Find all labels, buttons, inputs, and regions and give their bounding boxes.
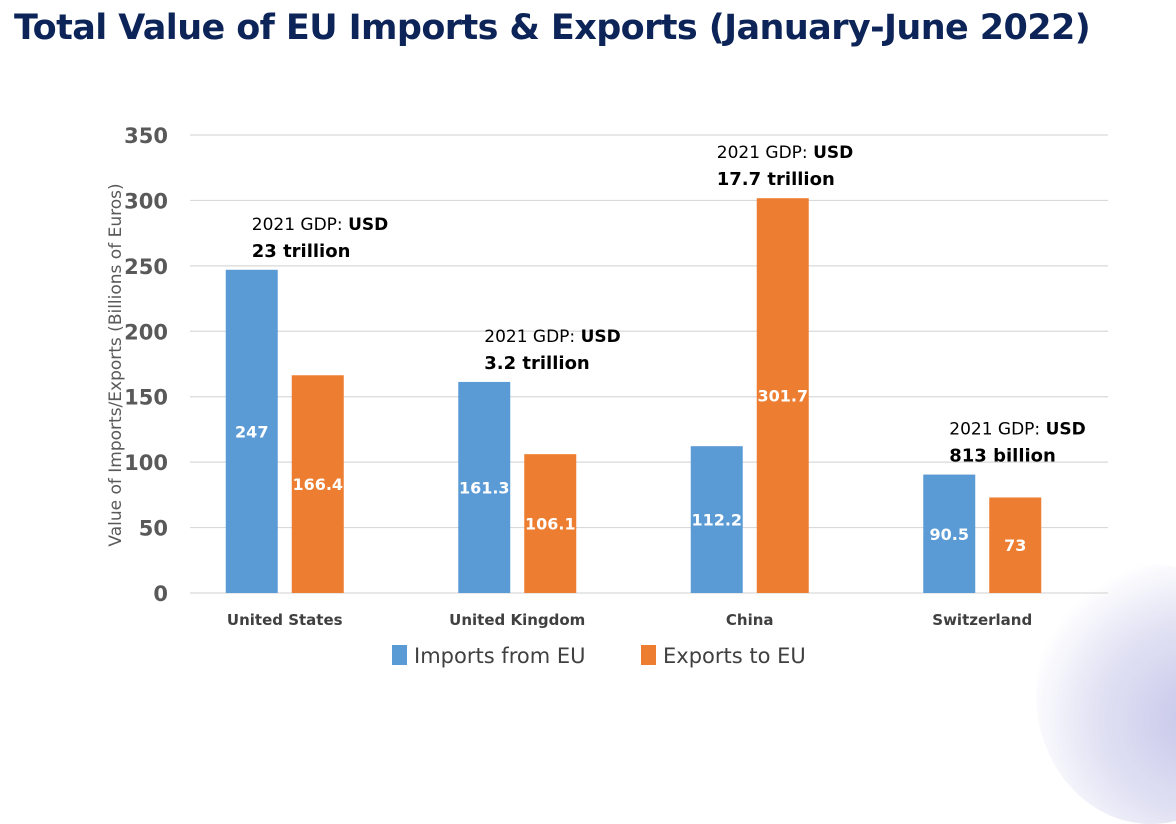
data-label: 73 xyxy=(1004,536,1026,555)
annotation-line2: 3.2 trillion xyxy=(484,353,590,374)
y-axis-label: Value of Imports/Exports (Billions of Eu… xyxy=(106,183,126,546)
bar-imports xyxy=(690,446,743,593)
annotation-line1: 2021 GDP: USD xyxy=(484,327,621,347)
data-label: 112.2 xyxy=(691,511,742,530)
gdp-annotation: 2021 GDP: USD 23 trillion xyxy=(252,215,389,262)
annotation-line1: 2021 GDP: USD xyxy=(717,143,854,163)
annotation-line2: 17.7 trillion xyxy=(717,169,835,190)
legend: Imports from EU Exports to EU xyxy=(392,644,806,668)
x-tick-label: China xyxy=(726,611,774,629)
x-tick-label: United States xyxy=(227,611,343,629)
data-label: 247 xyxy=(235,422,268,441)
data-label: 106.1 xyxy=(525,515,576,534)
bars: 247 166.4 161.3 106.1 112.2 301.7 90.5 73 xyxy=(225,198,1042,594)
bar-chart: 0 50 100 150 200 250 300 350 Value of Imports/E… xyxy=(106,124,1108,668)
legend-label: Exports to EU xyxy=(663,644,806,668)
gridlines xyxy=(190,134,1108,594)
annotation-line1: 2021 GDP: USD xyxy=(949,420,1086,440)
chart-title: Total Value of EU Imports & Exports (Jan… xyxy=(14,8,1091,48)
bar-imports xyxy=(225,269,278,593)
y-tick-label: 300 xyxy=(124,189,168,213)
annotation-line2: 23 trillion xyxy=(252,241,351,262)
legend-swatch xyxy=(641,645,656,665)
annotation-line2: 813 billion xyxy=(949,446,1056,467)
bar-exports xyxy=(756,198,809,594)
y-tick-label: 0 xyxy=(153,582,168,606)
y-axis-ticks: 0 50 100 150 200 250 300 350 xyxy=(124,124,168,606)
x-axis-categories: United States United Kingdom China Switzerl… xyxy=(227,611,1032,629)
x-tick-label: United Kingdom xyxy=(449,611,585,629)
gdp-annotation: 2021 GDP: USD 17.7 trillion xyxy=(717,143,854,190)
bar-imports xyxy=(458,381,511,593)
data-label: 90.5 xyxy=(930,525,969,544)
y-tick-label: 150 xyxy=(124,386,168,410)
y-tick-label: 250 xyxy=(124,255,168,279)
legend-label: Imports from EU xyxy=(414,644,586,668)
data-label: 301.7 xyxy=(757,387,808,406)
bar-exports xyxy=(989,497,1042,593)
y-tick-label: 50 xyxy=(139,517,168,541)
data-label: 166.4 xyxy=(292,475,343,494)
legend-item: Exports to EU xyxy=(641,644,806,668)
annotation-line1: 2021 GDP: USD xyxy=(252,215,389,235)
legend-swatch xyxy=(392,645,407,665)
y-tick-label: 200 xyxy=(124,320,168,344)
gdp-annotations: 2021 GDP: USD 23 trillion 2021 GDP: USD 3.2… xyxy=(252,143,1086,466)
y-tick-label: 100 xyxy=(124,451,168,475)
data-label: 161.3 xyxy=(459,478,510,497)
bar-exports xyxy=(524,454,577,593)
bar-exports xyxy=(291,375,344,593)
legend-item: Imports from EU xyxy=(392,644,586,668)
gdp-annotation: 2021 GDP: USD 813 billion xyxy=(949,420,1086,467)
x-tick-label: Switzerland xyxy=(932,611,1032,629)
gdp-annotation: 2021 GDP: USD 3.2 trillion xyxy=(484,327,621,374)
y-tick-label: 350 xyxy=(124,124,168,148)
bar-imports xyxy=(923,474,976,593)
